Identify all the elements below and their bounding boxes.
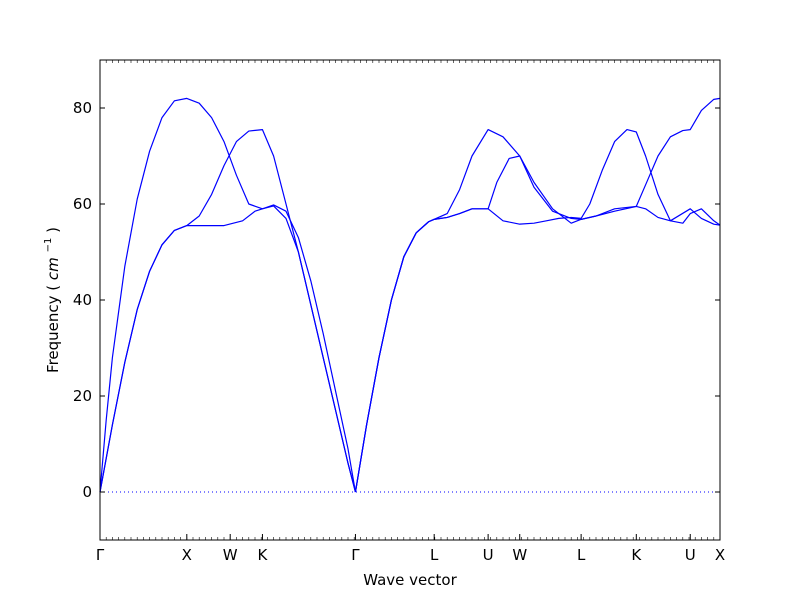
- phonon-branch-3: [99, 129, 357, 493]
- y-axis-label-open-paren: (: [44, 285, 62, 291]
- x-tick-label: U: [685, 546, 696, 564]
- x-tick-label: U: [483, 546, 494, 564]
- plot-frame: [99, 59, 721, 541]
- y-axis-label: Frequency ( cm −1 ): [37, 227, 62, 373]
- y-axis-label-text: Frequency: [44, 295, 62, 373]
- y-axis-label-exponent: −1: [43, 238, 54, 253]
- y-tick-label: 20: [73, 387, 92, 405]
- y-tick-label: 60: [73, 195, 92, 213]
- x-tick-label: K: [258, 546, 269, 564]
- x-tick-label: Γ: [96, 546, 105, 564]
- y-tick-label: 80: [73, 99, 92, 117]
- x-tick-label: Γ: [351, 546, 360, 564]
- y-axis-label-close-paren: ): [44, 227, 62, 233]
- phonon-branch-6: [354, 129, 721, 493]
- x-tick-label: W: [512, 546, 527, 564]
- x-tick-label: X: [715, 546, 725, 564]
- y-tick-label: 0: [82, 483, 92, 501]
- series-layer: [99, 97, 721, 493]
- x-tick-label: L: [577, 546, 586, 564]
- y-tick-label: 40: [73, 291, 92, 309]
- x-axis-label: Wave vector: [363, 571, 457, 589]
- x-tick-label: X: [182, 546, 192, 564]
- x-tick-label: L: [430, 546, 439, 564]
- x-tick-label: K: [631, 546, 642, 564]
- x-tick-label: W: [223, 546, 238, 564]
- y-axis-label-unit: cm: [44, 257, 62, 280]
